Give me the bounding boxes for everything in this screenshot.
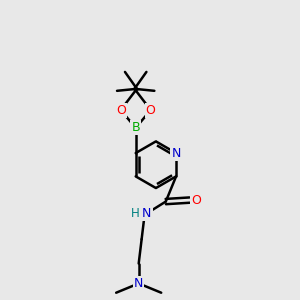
Text: N: N <box>142 207 152 220</box>
Text: O: O <box>191 194 201 207</box>
Text: B: B <box>131 122 140 134</box>
Text: N: N <box>171 147 181 160</box>
Text: H: H <box>131 207 140 220</box>
Text: O: O <box>116 103 126 116</box>
Text: N: N <box>134 277 143 290</box>
Text: O: O <box>146 103 156 116</box>
